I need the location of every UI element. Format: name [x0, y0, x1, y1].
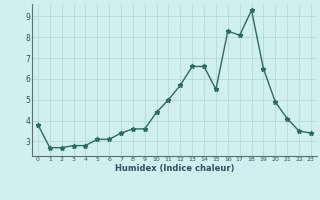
- X-axis label: Humidex (Indice chaleur): Humidex (Indice chaleur): [115, 164, 234, 173]
